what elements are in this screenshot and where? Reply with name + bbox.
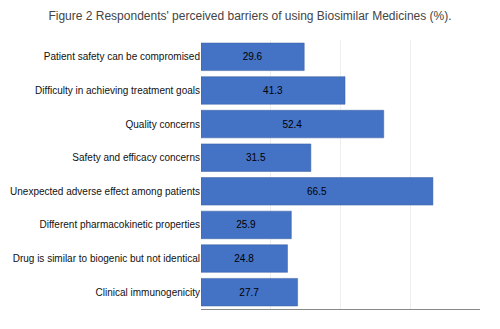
svg-text:Quality concerns: Quality concerns — [126, 119, 200, 130]
svg-text:66.5: 66.5 — [307, 186, 327, 197]
svg-text:29.6: 29.6 — [243, 51, 263, 62]
svg-text:Figure 2 Respondents' perceive: Figure 2 Respondents' perceived barriers… — [48, 9, 451, 23]
svg-text:Patient safety can be compromi: Patient safety can be compromised — [44, 51, 200, 62]
svg-text:Safety and efficacy concerns: Safety and efficacy concerns — [72, 152, 200, 163]
svg-text:Clinical immunogenicity: Clinical immunogenicity — [96, 287, 200, 298]
svg-text:Drug is similar to biogenic bu: Drug is similar to biogenic but not iden… — [13, 253, 200, 264]
svg-text:27.7: 27.7 — [239, 287, 259, 298]
svg-text:31.5: 31.5 — [246, 152, 266, 163]
svg-text:24.8: 24.8 — [234, 253, 254, 264]
svg-text:Different pharmacokinetic prop: Different pharmacokinetic properties — [40, 219, 200, 230]
svg-text:52.4: 52.4 — [282, 119, 302, 130]
svg-text:Unexpected adverse effect amon: Unexpected adverse effect among patients — [10, 186, 200, 197]
svg-text:Difficulty in achieving treatm: Difficulty in achieving treatment goals — [35, 85, 200, 96]
svg-text:41.3: 41.3 — [263, 85, 283, 96]
svg-text:25.9: 25.9 — [236, 219, 256, 230]
